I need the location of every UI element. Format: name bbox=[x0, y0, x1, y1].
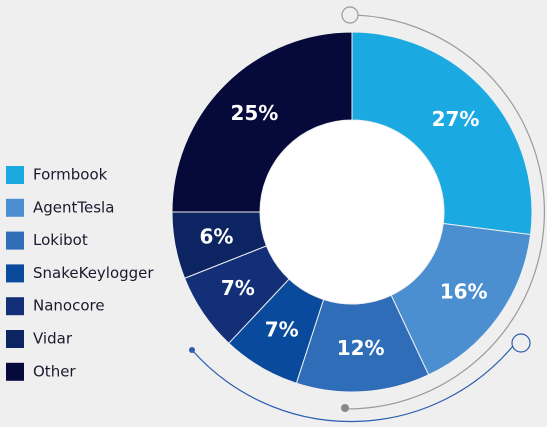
donut-slice bbox=[171, 31, 353, 213]
legend-swatch bbox=[6, 231, 24, 250]
legend-label: Nanocore bbox=[33, 297, 105, 315]
value-label: 12% bbox=[337, 336, 385, 360]
value-label: 16% bbox=[440, 280, 488, 304]
value-label: 7% bbox=[265, 317, 299, 341]
donut-hole bbox=[260, 120, 444, 304]
donut-slice bbox=[390, 222, 532, 376]
legend-label: Lokibot bbox=[33, 231, 88, 249]
legend-swatch bbox=[6, 297, 24, 316]
legend-label: SnakeKeylogger bbox=[33, 264, 154, 282]
legend-label: AgentTesla bbox=[33, 198, 114, 216]
legend-swatch bbox=[6, 166, 24, 184]
legend-label: Other bbox=[33, 362, 76, 380]
legend-swatch bbox=[6, 330, 24, 348]
value-label: 25% bbox=[230, 101, 278, 125]
decoration bbox=[189, 6, 545, 423]
value-label: 7% bbox=[221, 276, 255, 300]
legend-label: Vidar bbox=[33, 330, 73, 348]
legend-swatch bbox=[6, 362, 24, 381]
value-label: 27% bbox=[432, 107, 480, 131]
donut-slice bbox=[351, 31, 533, 236]
legend-swatch bbox=[6, 264, 24, 283]
legend-label: Formbook bbox=[33, 166, 108, 184]
legend-swatch bbox=[6, 198, 24, 217]
value-label: 6% bbox=[199, 224, 233, 248]
